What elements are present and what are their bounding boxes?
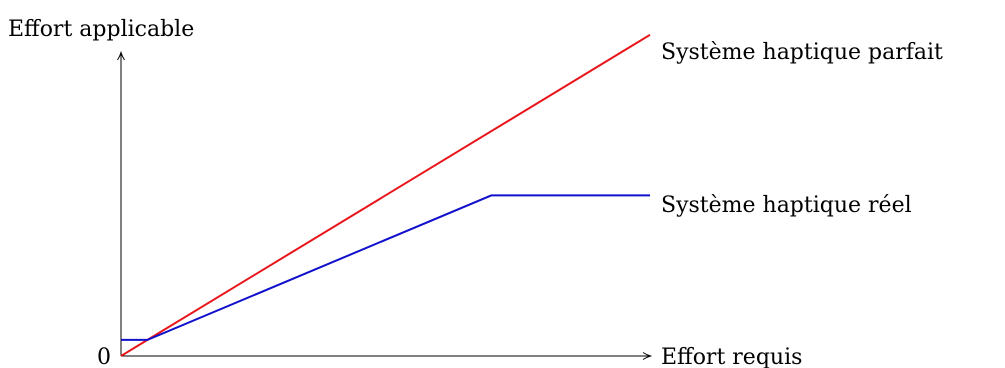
y-axis-label: Effort applicable: [8, 17, 194, 42]
series-line-systeme-haptique-reel: [121, 194, 650, 341]
x-axis-label: Effort requis: [661, 345, 802, 368]
series-line-systeme-haptique-parfait: [120, 33, 651, 357]
origin-label: 0: [97, 345, 111, 368]
series-label-systeme-haptique-reel: Système haptique réel: [661, 193, 912, 218]
series-label-systeme-haptique-parfait: Système haptique parfait: [661, 40, 943, 65]
